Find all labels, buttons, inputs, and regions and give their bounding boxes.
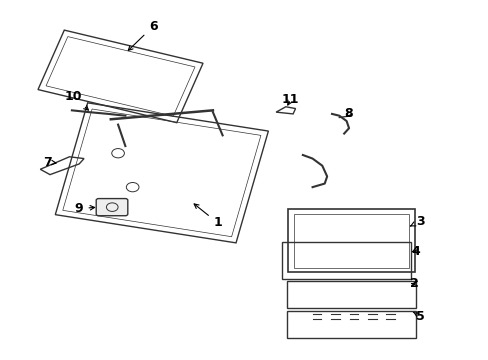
Text: 3: 3 <box>410 215 424 228</box>
Text: 5: 5 <box>412 310 424 323</box>
Text: 2: 2 <box>409 277 418 290</box>
Text: 6: 6 <box>128 20 157 50</box>
FancyBboxPatch shape <box>96 199 127 216</box>
Text: 10: 10 <box>64 90 88 110</box>
Text: 4: 4 <box>410 245 419 258</box>
Text: 1: 1 <box>194 204 222 229</box>
Text: 9: 9 <box>75 202 95 215</box>
Text: 11: 11 <box>282 93 299 106</box>
Text: 7: 7 <box>43 156 56 168</box>
Text: 8: 8 <box>344 107 353 120</box>
